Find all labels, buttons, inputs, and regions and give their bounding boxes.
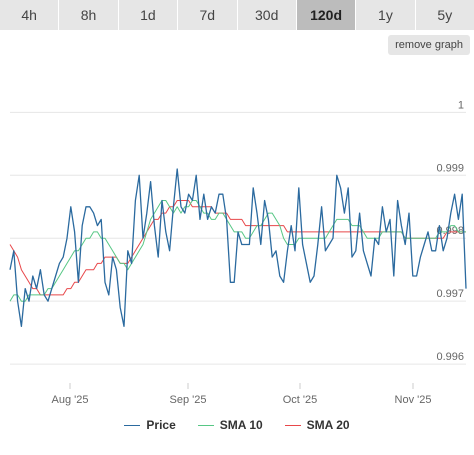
x-axis-ticks: Aug '25 Sep '25 Oct '25 Nov '25 bbox=[52, 383, 432, 406]
y-tick-label: 0.997 bbox=[436, 288, 464, 300]
tab-4h[interactable]: 4h bbox=[0, 0, 60, 30]
series-lines bbox=[9, 168, 467, 328]
legend-swatch-price bbox=[124, 424, 141, 426]
x-tick-label: Oct '25 bbox=[283, 394, 318, 406]
legend-item-sma20[interactable]: SMA 20 bbox=[284, 418, 350, 432]
legend-swatch-sma20 bbox=[284, 424, 301, 426]
x-tick-label: Aug '25 bbox=[52, 394, 89, 406]
remove-graph-button[interactable]: remove graph bbox=[388, 35, 470, 55]
tab-5y[interactable]: 5y bbox=[415, 0, 474, 30]
x-tick-label: Sep '25 bbox=[170, 394, 207, 406]
tab-1y[interactable]: 1y bbox=[356, 0, 416, 30]
timeframe-tabs: 4h 8h 1d 7d 30d 120d 1y 5y bbox=[0, 0, 474, 30]
legend-label-sma10: SMA 10 bbox=[219, 418, 263, 432]
legend-label-price: Price bbox=[146, 418, 176, 432]
legend-item-price[interactable]: Price bbox=[124, 418, 176, 432]
y-tick-label: 0.996 bbox=[436, 351, 464, 363]
series-line-sma10 bbox=[9, 200, 466, 302]
y-tick-label: 1 bbox=[458, 99, 464, 111]
tab-8h[interactable]: 8h bbox=[59, 0, 119, 30]
tab-1d[interactable]: 1d bbox=[118, 0, 179, 30]
chart-legend: Price SMA 10 SMA 20 bbox=[0, 418, 474, 432]
legend-swatch-sma10 bbox=[197, 424, 214, 426]
series-line-price bbox=[9, 168, 467, 328]
y-tick-label: 0.998 bbox=[436, 225, 464, 237]
x-tick-label: Nov '25 bbox=[395, 394, 432, 406]
tab-120d[interactable]: 120d bbox=[296, 0, 357, 30]
y-tick-label: 0.999 bbox=[436, 162, 464, 174]
tab-30d[interactable]: 30d bbox=[237, 0, 297, 30]
tab-7d[interactable]: 7d bbox=[178, 0, 238, 30]
legend-item-sma10[interactable]: SMA 10 bbox=[197, 418, 263, 432]
legend-label-sma20: SMA 20 bbox=[306, 418, 350, 432]
y-axis-ticks: 0.996 0.997 0.998 0.999 1 bbox=[436, 99, 464, 363]
